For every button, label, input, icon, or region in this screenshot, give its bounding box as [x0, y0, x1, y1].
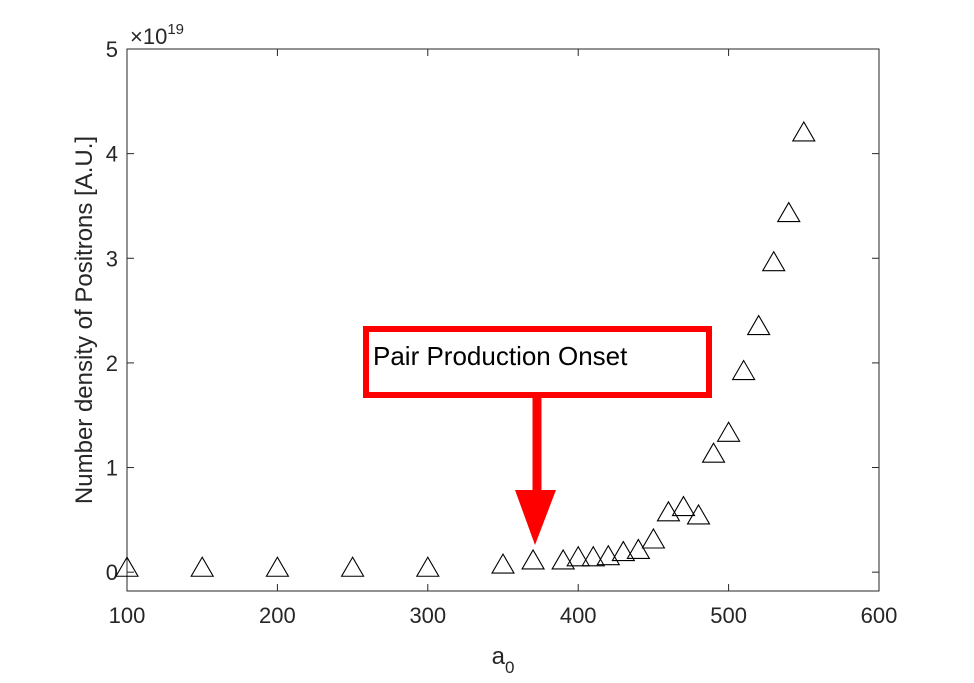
- y-tick-label: 0: [106, 560, 118, 585]
- data-point: [491, 553, 515, 574]
- data-point: [791, 120, 816, 142]
- x-tick-label: 500: [710, 603, 747, 628]
- y-tick-label: 1: [106, 456, 118, 481]
- data-point: [776, 201, 801, 223]
- annotation-box: [363, 326, 712, 398]
- axis-ticks: [126, 48, 880, 591]
- data-point: [415, 556, 440, 577]
- data-point: [566, 545, 591, 567]
- data-point: [596, 544, 621, 566]
- onset-annotation: Pair Production Onset: [363, 326, 712, 545]
- x-tick-label: 300: [409, 603, 446, 628]
- data-point: [671, 495, 696, 517]
- data-point: [626, 538, 651, 560]
- annotation-arrow-head: [515, 490, 556, 545]
- data-point: [115, 556, 139, 577]
- y-axis-label: Number density of Positrons [A.U.]: [71, 136, 98, 504]
- tick-labels: 100 200 300 400 500 600 0 1 2 3 4 5: [106, 37, 898, 628]
- y-tick-label: 3: [106, 246, 118, 271]
- annotation-text: Pair Production Onset: [373, 341, 628, 371]
- plot-area: [126, 48, 880, 592]
- data-point: [190, 556, 215, 577]
- x-tick-label: 100: [109, 603, 146, 628]
- x-axis-label-subscript: 0: [505, 658, 514, 677]
- data-point: [731, 359, 756, 381]
- y-tick-label: 2: [106, 351, 118, 376]
- x-tick-label: 600: [861, 603, 898, 628]
- y-tick-label: 4: [106, 142, 118, 167]
- data-point: [716, 421, 741, 442]
- data-point: [265, 556, 290, 577]
- y-exponent-power: 19: [167, 21, 184, 38]
- data-point: [746, 314, 771, 336]
- data-point: [340, 556, 365, 577]
- x-tick-label: 200: [259, 603, 296, 628]
- data-point: [761, 250, 786, 272]
- y-tick-label: 5: [106, 37, 118, 62]
- data-point: [551, 548, 576, 570]
- data-point: [521, 548, 546, 570]
- data-point: [581, 545, 606, 567]
- data-point: [611, 540, 636, 562]
- data-point: [641, 527, 666, 549]
- x-axis-label: a0: [492, 643, 515, 677]
- data-point: [686, 503, 711, 525]
- y-exponent-label: ×1019: [130, 21, 184, 49]
- data-point: [656, 500, 681, 522]
- data-point: [701, 442, 726, 463]
- data-markers: [115, 120, 816, 577]
- x-tick-label: 400: [560, 603, 597, 628]
